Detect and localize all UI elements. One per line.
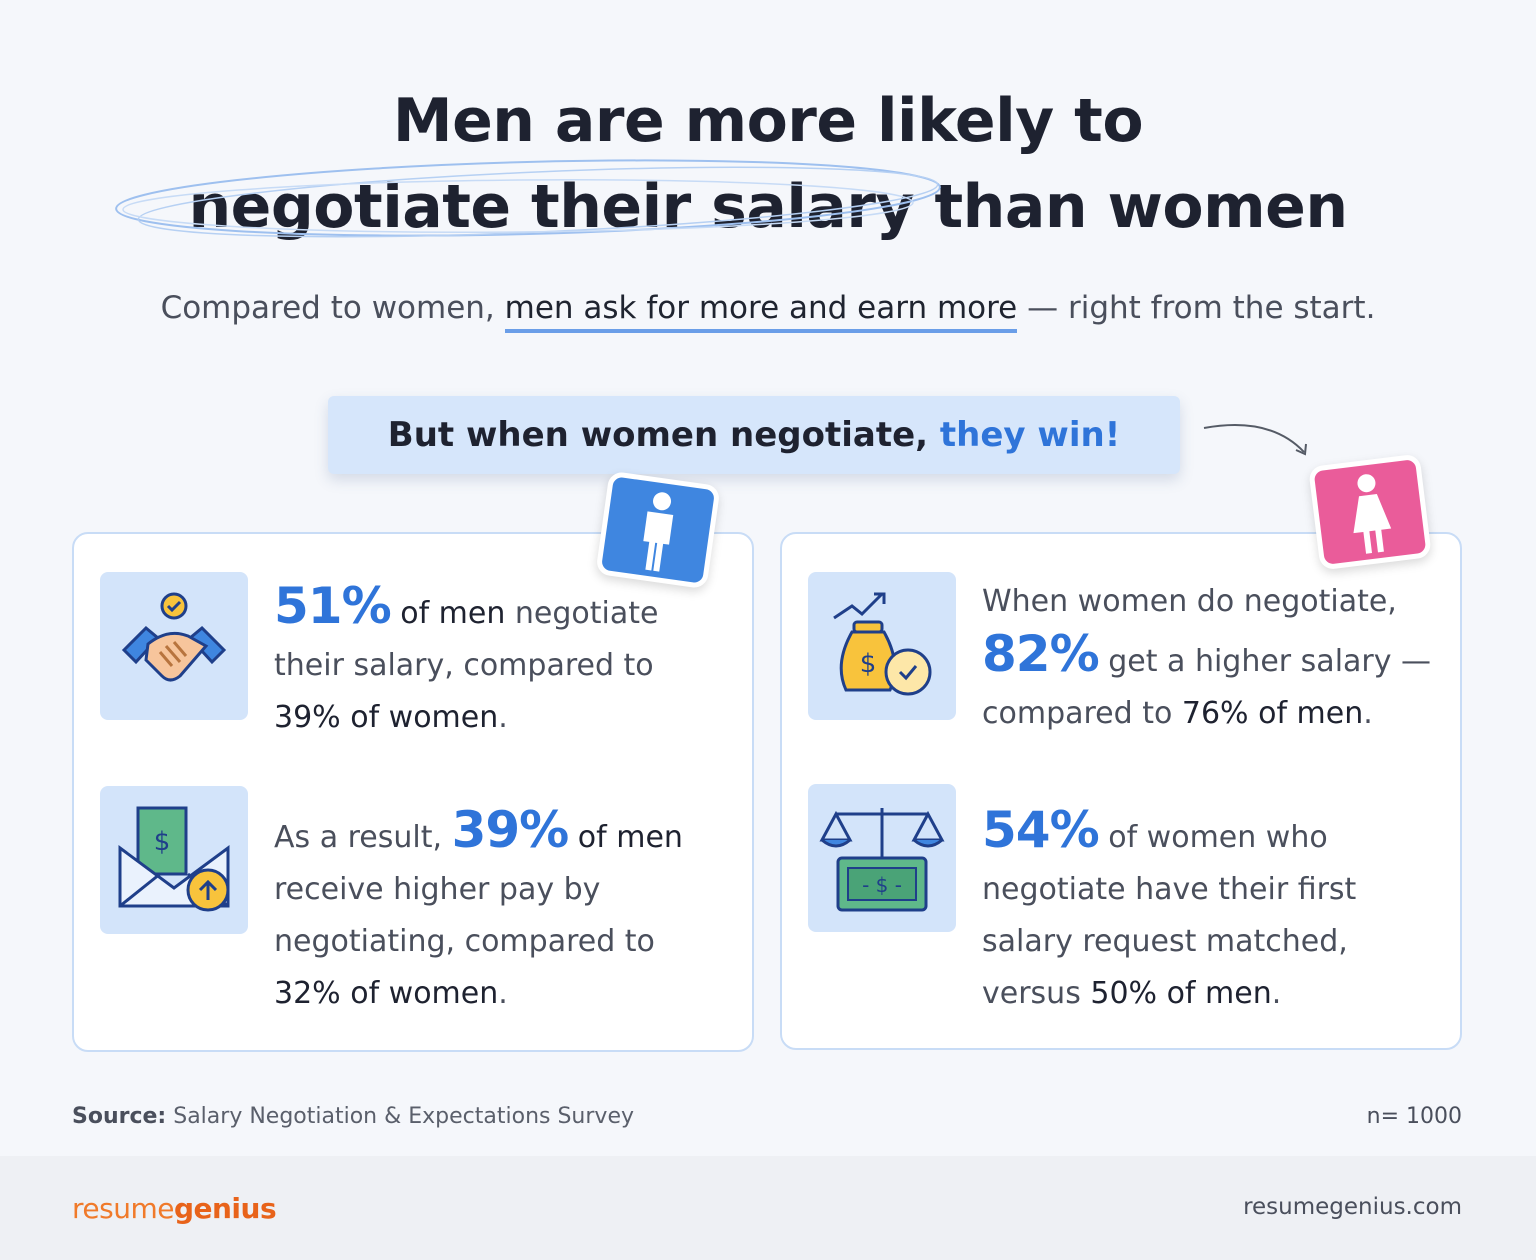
stat-value: 82% [982, 625, 1100, 683]
brand-logo[interactable]: resumegenius [72, 1192, 277, 1225]
source-label: Source: [72, 1104, 167, 1129]
stat-period: . [1271, 976, 1282, 1011]
scale-money-icon: - $ - [808, 784, 956, 932]
stat-period: . [498, 976, 508, 1011]
stat-compare: 50% of men [1090, 976, 1272, 1011]
women-stat-win: When women do negotiate, 82% get a highe… [982, 576, 1442, 740]
subtitle-after: — right from the start. [1017, 290, 1376, 326]
men-stat-negotiate: 51% of men negotiate their salary, compa… [274, 580, 714, 744]
men-stat-higher-pay: As a result, 39% of men receive higher p… [274, 804, 714, 1020]
woman-icon [1308, 453, 1432, 571]
stat-text: of women who negotiate have their first … [982, 820, 1357, 1011]
money-bag-icon: $ [808, 572, 956, 720]
site-url-link[interactable]: resumegenius.com [1243, 1194, 1462, 1220]
subtitle-highlight: men ask for more and earn more [504, 290, 1018, 333]
subtitle: Compared to women, men ask for more and … [0, 290, 1536, 333]
svg-text:$: $ [154, 827, 171, 857]
banner-accent: they win! [939, 415, 1121, 455]
stat-compare: 76% of men [1181, 696, 1364, 731]
stat-value: 39% [451, 801, 570, 859]
logo-part-1: resume [72, 1192, 174, 1225]
stat-compare: 39% of women [274, 700, 499, 735]
stat-subject: of men [568, 820, 683, 855]
svg-text:- $ -: - $ - [862, 873, 902, 897]
title-line-1: Men are more likely to [392, 86, 1144, 156]
source-text: Salary Negotiation & Expectations Survey [166, 1104, 634, 1129]
stat-text: negotiate their salary, compared to [274, 596, 659, 683]
banner-text: But when women negotiate, [387, 415, 940, 455]
man-icon [595, 470, 721, 590]
handshake-icon [100, 572, 248, 720]
source-note: Source: Salary Negotiation & Expectation… [72, 1104, 634, 1129]
stat-period: . [1363, 696, 1373, 731]
subtitle-before: Compared to women, [160, 290, 505, 326]
footer: resumegenius resumegenius.com [0, 1156, 1536, 1260]
stat-value: 54% [982, 801, 1100, 859]
women-stats-card: $ When women do negotiate, 82% get a hig… [780, 532, 1462, 1050]
stat-lead: When women do negotiate, [982, 584, 1397, 619]
stat-compare: 32% of women [274, 976, 499, 1011]
women-stat-matched: 54% of women who negotiate have their fi… [982, 804, 1442, 1020]
stat-text: get a higher salary — compared to [982, 644, 1432, 731]
men-stats-card: 51% of men negotiate their salary, compa… [72, 532, 754, 1052]
stat-period: . [498, 700, 508, 735]
swoosh-decoration-icon [115, 159, 941, 238]
stat-text: receive higher pay by negotiating, compa… [274, 872, 655, 959]
stat-value: 51% [274, 577, 392, 635]
logo-part-2: genius [173, 1192, 277, 1225]
stat-lead: As a result, [274, 820, 452, 855]
sample-size: n= 1000 [1366, 1104, 1462, 1129]
stat-subject: of men [390, 596, 506, 631]
callout-banner: But when women negotiate, they win! [328, 396, 1180, 474]
curved-arrow-icon [1203, 424, 1307, 456]
envelope-money-icon: $ [100, 786, 248, 934]
svg-text:$: $ [860, 649, 877, 679]
